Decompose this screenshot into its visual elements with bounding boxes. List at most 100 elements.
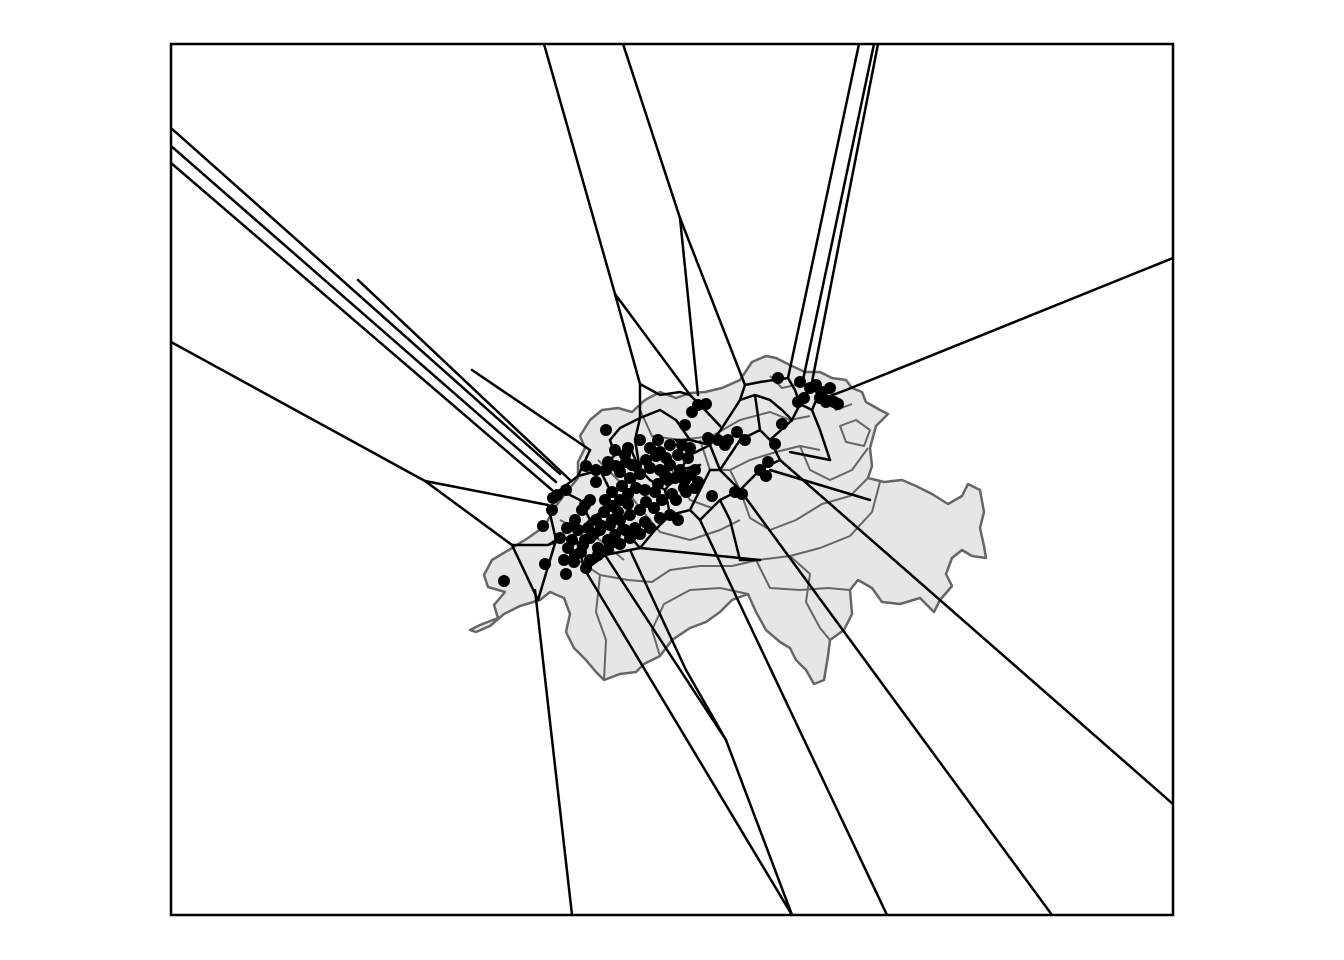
voronoi-edge bbox=[621, 44, 682, 220]
seed-point bbox=[547, 492, 559, 504]
seed-point bbox=[606, 514, 618, 526]
seed-point bbox=[588, 528, 600, 540]
plot-frame bbox=[169, 42, 1175, 917]
voronoi-edge bbox=[356, 278, 572, 482]
seed-point bbox=[640, 454, 652, 466]
seed-point bbox=[580, 562, 592, 574]
seed-point bbox=[630, 482, 642, 494]
voronoi-edge bbox=[423, 479, 550, 507]
seed-point bbox=[739, 434, 751, 446]
voronoi-edge bbox=[768, 468, 872, 502]
voronoi-edge bbox=[470, 368, 592, 452]
seed-point bbox=[706, 490, 718, 502]
voronoi-edge bbox=[171, 144, 558, 484]
seed-point bbox=[700, 398, 712, 410]
seed-point bbox=[600, 424, 612, 436]
seed-point bbox=[679, 419, 691, 431]
seed-point bbox=[689, 464, 701, 476]
seed-point bbox=[762, 456, 774, 468]
voronoi-edge bbox=[698, 518, 889, 915]
seed-point bbox=[599, 494, 611, 506]
voronoi-edge bbox=[788, 450, 832, 462]
voronoi-edge bbox=[738, 488, 1054, 915]
seed-point bbox=[602, 456, 614, 468]
seed-point bbox=[554, 532, 566, 544]
voronoi-edge bbox=[603, 553, 728, 742]
seed-point bbox=[498, 575, 510, 587]
seed-point bbox=[664, 509, 676, 521]
seed-point bbox=[624, 509, 636, 521]
seed-point bbox=[664, 439, 676, 451]
seed-point bbox=[614, 466, 626, 478]
seed-point bbox=[590, 476, 602, 488]
seed-point bbox=[560, 484, 572, 496]
voronoi-edge bbox=[801, 44, 876, 382]
seed-point bbox=[760, 470, 772, 482]
seed-point bbox=[560, 568, 572, 580]
seed-point bbox=[634, 528, 646, 540]
seed-point bbox=[684, 442, 696, 454]
seed-point bbox=[539, 558, 551, 570]
seed-point bbox=[644, 522, 656, 534]
seed-point bbox=[572, 524, 584, 536]
seed-point bbox=[579, 499, 591, 511]
seed-point bbox=[596, 520, 608, 532]
seed-point bbox=[654, 512, 666, 524]
seed-point bbox=[579, 534, 591, 546]
seed-point bbox=[719, 439, 731, 451]
voronoi-edge bbox=[628, 548, 688, 672]
seed-point bbox=[824, 382, 836, 394]
seed-point bbox=[772, 372, 784, 384]
seed-point bbox=[689, 482, 701, 494]
seed-point bbox=[622, 498, 634, 510]
voronoi-edge bbox=[542, 44, 617, 296]
seed-point bbox=[680, 486, 692, 498]
seed-point bbox=[639, 484, 651, 496]
seed-point bbox=[670, 494, 682, 506]
seed-point bbox=[652, 434, 664, 446]
voronoi-edge bbox=[678, 216, 747, 387]
seed-point bbox=[546, 504, 558, 516]
seed-point bbox=[649, 486, 661, 498]
voronoi-edge bbox=[786, 44, 861, 380]
voronoi-edge bbox=[510, 543, 540, 602]
voronoi-edge bbox=[778, 458, 1173, 806]
seed-point bbox=[614, 538, 626, 550]
seed-point bbox=[656, 494, 668, 506]
seed-point bbox=[682, 452, 694, 464]
voronoi-edge bbox=[171, 126, 562, 476]
seed-point bbox=[669, 472, 681, 484]
seed-point bbox=[537, 520, 549, 532]
seed-point bbox=[731, 426, 743, 438]
seed-point bbox=[609, 444, 621, 456]
seed-point bbox=[654, 446, 666, 458]
seed-point bbox=[602, 534, 614, 546]
seed-point bbox=[569, 514, 581, 526]
seed-point bbox=[640, 496, 652, 508]
seed-point bbox=[561, 522, 573, 534]
seed-point bbox=[592, 549, 604, 561]
seed-point bbox=[575, 546, 587, 558]
seed-point bbox=[626, 459, 638, 471]
seed-point bbox=[590, 464, 602, 476]
seed-point bbox=[776, 418, 788, 430]
voronoi-edge bbox=[533, 588, 574, 915]
seed-point bbox=[558, 554, 570, 566]
seed-point bbox=[702, 432, 714, 444]
voronoi-edge bbox=[171, 340, 427, 483]
seed-point bbox=[672, 449, 684, 461]
seed-point bbox=[769, 438, 781, 450]
voronoi-edge bbox=[724, 738, 794, 915]
seed-point bbox=[622, 442, 634, 454]
seed-point bbox=[659, 469, 671, 481]
seed-point bbox=[814, 392, 826, 404]
seed-point bbox=[616, 480, 628, 492]
seed-point bbox=[679, 474, 691, 486]
voronoi-edge bbox=[678, 216, 700, 397]
seed-point bbox=[566, 534, 578, 546]
voronoi-edge bbox=[536, 538, 558, 602]
voronoi-edge bbox=[583, 568, 794, 915]
seed-point bbox=[606, 486, 618, 498]
voronoi-edge bbox=[684, 668, 728, 742]
